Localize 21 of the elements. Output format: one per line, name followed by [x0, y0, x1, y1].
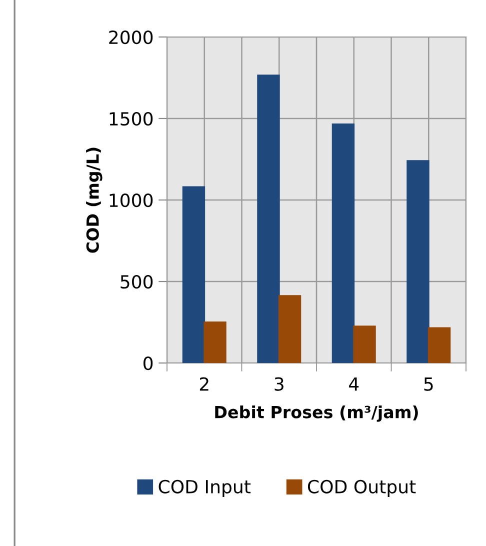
x-tick-label: 3 [274, 377, 284, 391]
bar [278, 295, 302, 363]
bar [182, 186, 206, 363]
x-tick-label: 5 [424, 377, 433, 391]
y-tick-label: 500 [120, 274, 153, 289]
y-axis-title: COD (mg/L) [86, 148, 102, 253]
y-tick-label: 1500 [110, 112, 153, 126]
bar [428, 327, 451, 363]
y-tick-label: 2000 [109, 30, 153, 44]
bar [353, 326, 376, 363]
bar [257, 74, 280, 363]
legend-label: COD Input [158, 480, 251, 497]
legend-label: COD Output [308, 480, 416, 497]
y-tick-label: 1000 [110, 193, 153, 208]
y-tick-label: 0 [144, 356, 153, 370]
bar [204, 322, 226, 363]
x-tick-label: 2 [200, 377, 208, 391]
bar [406, 160, 430, 363]
x-axis-title: Debit Proses (m³/jam) [215, 405, 418, 422]
x-tick-label: 4 [349, 377, 359, 391]
bar [332, 124, 355, 363]
